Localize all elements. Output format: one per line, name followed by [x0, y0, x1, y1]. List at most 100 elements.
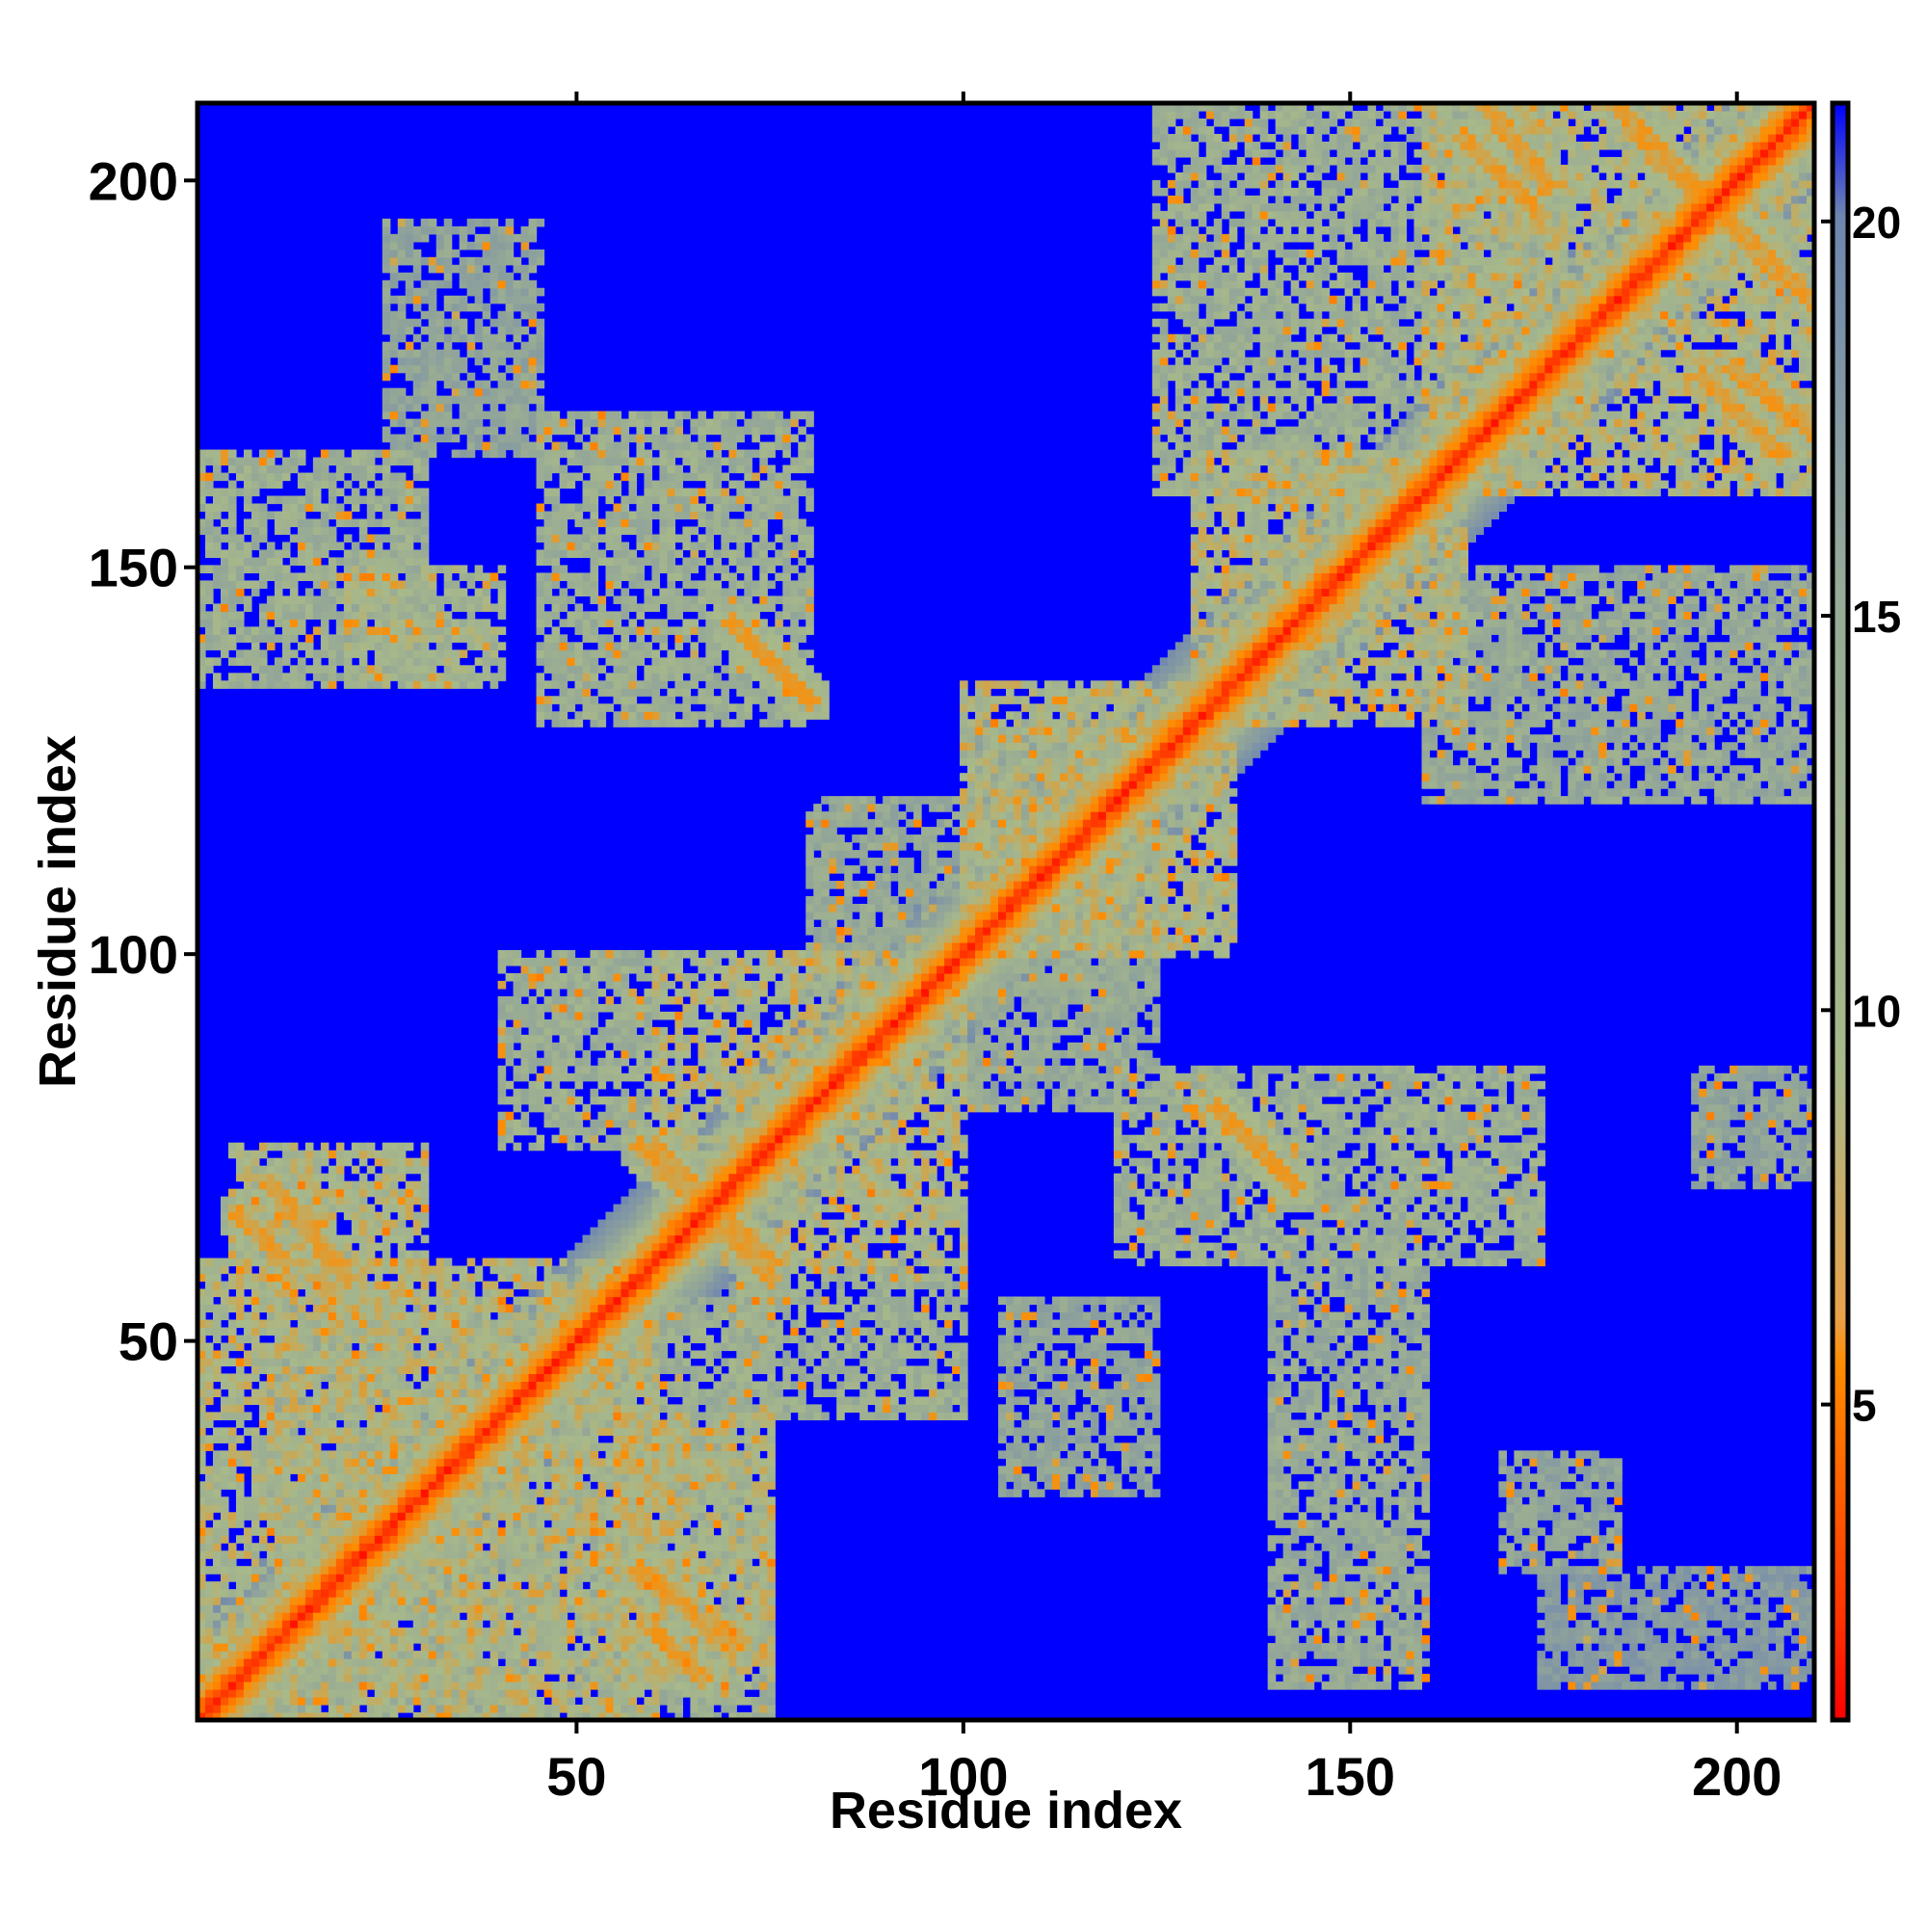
heatmap-cell — [282, 1705, 291, 1713]
heatmap-cell — [305, 549, 314, 558]
heatmap-cell — [313, 1365, 322, 1374]
heatmap-cell — [406, 396, 414, 405]
heatmap-cell — [506, 1327, 515, 1336]
heatmap-cell — [367, 1342, 376, 1351]
heatmap-cell — [228, 1251, 237, 1259]
heatmap-cell — [321, 1651, 330, 1659]
heatmap-cell — [298, 1235, 306, 1244]
heatmap-cell — [383, 588, 391, 596]
heatmap-cell — [444, 665, 453, 674]
heatmap-cell — [529, 1504, 538, 1513]
heatmap-cell — [267, 481, 276, 490]
heatmap-cell — [367, 611, 376, 620]
heatmap-cell — [298, 1251, 306, 1259]
heatmap-cell — [228, 1458, 237, 1467]
heatmap-cell — [251, 1158, 260, 1167]
heatmap-cell — [313, 1535, 322, 1544]
heatmap-cell — [390, 489, 399, 497]
heatmap-cell — [490, 365, 499, 374]
heatmap-cell — [259, 526, 268, 535]
heatmap-cell — [221, 1520, 229, 1528]
heatmap-cell — [436, 619, 445, 627]
heatmap-cell — [529, 1043, 538, 1051]
heatmap-cell — [552, 1651, 561, 1659]
heatmap-cell — [444, 257, 453, 266]
heatmap-cell — [267, 611, 276, 620]
heatmap-cell — [236, 1373, 245, 1382]
heatmap-cell — [575, 1081, 584, 1090]
heatmap-cell — [251, 1651, 260, 1659]
heatmap-cell — [251, 512, 260, 520]
heatmap-cell — [205, 504, 214, 513]
heatmap-cell — [367, 1389, 376, 1397]
heatmap-cell — [568, 1350, 576, 1359]
heatmap-cell — [383, 357, 391, 366]
heatmap-cell — [436, 1274, 445, 1283]
heatmap-cell — [406, 1697, 414, 1706]
heatmap-cell — [413, 526, 422, 535]
heatmap-cell — [359, 634, 368, 643]
heatmap-cell — [221, 1612, 229, 1621]
heatmap-cell — [313, 549, 322, 558]
heatmap-cell — [352, 1612, 360, 1621]
heatmap-cell — [460, 603, 468, 612]
heatmap-cell — [583, 1681, 592, 1690]
heatmap-cell — [282, 1327, 291, 1336]
heatmap-cell — [514, 1489, 522, 1497]
heatmap-cell — [344, 572, 353, 581]
heatmap-cell — [498, 1481, 507, 1490]
heatmap-cell — [267, 1373, 276, 1382]
heatmap-cell — [375, 1550, 383, 1559]
heatmap-cell — [275, 1466, 283, 1474]
heatmap-cell — [444, 1358, 453, 1366]
heatmap-cell — [575, 1581, 584, 1590]
heatmap-cell — [583, 1658, 592, 1667]
heatmap-cell — [421, 1450, 430, 1459]
heatmap-cell — [375, 1427, 383, 1436]
heatmap-cell — [205, 1512, 214, 1521]
heatmap-cell — [259, 1442, 268, 1451]
heatmap-cell — [298, 1389, 306, 1397]
heatmap-cell — [205, 588, 214, 596]
heatmap-cell — [568, 1035, 576, 1044]
heatmap-cell — [275, 1181, 283, 1190]
heatmap-cell — [413, 288, 422, 297]
heatmap-cell — [352, 1228, 360, 1236]
heatmap-cell — [213, 1543, 222, 1551]
heatmap-cell — [383, 1566, 391, 1575]
heatmap-cell — [460, 411, 468, 420]
heatmap-cell — [483, 634, 491, 643]
heatmap-cell — [390, 327, 399, 335]
heatmap-cell — [483, 327, 491, 335]
heatmap-cell — [406, 250, 414, 258]
heatmap-cell — [321, 1151, 330, 1159]
heatmap-cell — [352, 649, 360, 658]
heatmap-cell — [452, 1458, 461, 1467]
heatmap-cell — [529, 996, 538, 1005]
heatmap-cell — [213, 1435, 222, 1443]
heatmap-cell — [467, 1282, 476, 1290]
heatmap-cell — [244, 1628, 252, 1636]
heatmap-cell — [452, 626, 461, 635]
heatmap-cell — [529, 1027, 538, 1036]
heatmap-cell — [514, 973, 522, 982]
heatmap-cell — [275, 634, 283, 643]
heatmap-cell — [406, 534, 414, 543]
heatmap-cell — [236, 489, 245, 497]
heatmap-cell — [213, 1535, 222, 1544]
heatmap-cell — [406, 1228, 414, 1236]
heatmap-cell — [436, 649, 445, 658]
heatmap-cell — [213, 465, 222, 474]
heatmap-cell — [483, 657, 491, 666]
heatmap-cell — [359, 1396, 368, 1405]
heatmap-cell — [537, 1643, 545, 1652]
heatmap-cell — [568, 1543, 576, 1551]
heatmap-cell — [475, 273, 484, 281]
heatmap-cell — [267, 1389, 276, 1397]
heatmap-cell — [275, 1174, 283, 1182]
heatmap-cell — [282, 549, 291, 558]
heatmap-cell — [367, 1404, 376, 1413]
heatmap-cell — [544, 996, 553, 1005]
heatmap-cell — [244, 1204, 252, 1213]
